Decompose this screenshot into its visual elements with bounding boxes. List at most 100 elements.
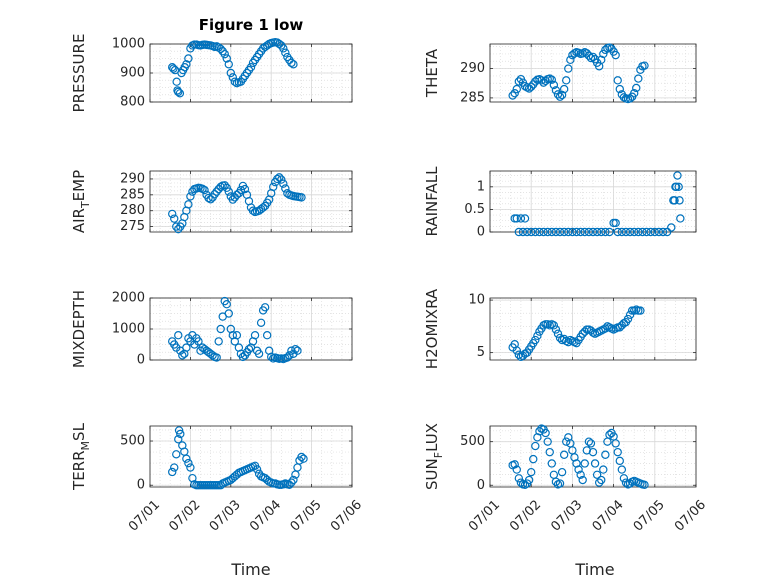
data-point bbox=[512, 214, 521, 223]
data-point bbox=[281, 184, 290, 193]
subplot-6: 5 10 H2OMIXRA bbox=[423, 288, 697, 369]
axes-box bbox=[489, 425, 697, 488]
y-tick-label: 0 bbox=[137, 353, 145, 368]
data-point bbox=[168, 62, 177, 72]
data-point bbox=[658, 227, 668, 237]
y-tick-label: 275 bbox=[120, 219, 145, 234]
data-point bbox=[520, 480, 530, 490]
data-point bbox=[285, 351, 294, 360]
data-point bbox=[555, 479, 565, 488]
data-point bbox=[676, 214, 685, 223]
y-tick-label: 290 bbox=[460, 61, 485, 76]
y-axis-label: H2OMIXRA bbox=[423, 288, 441, 369]
data-point bbox=[650, 227, 660, 237]
data-point bbox=[632, 83, 641, 93]
axes-box bbox=[489, 297, 697, 361]
data-point bbox=[287, 478, 296, 487]
y-axis-label: PRESSURE bbox=[70, 34, 88, 113]
data-point bbox=[277, 175, 286, 184]
y-tick-label: 285 bbox=[120, 187, 145, 202]
data-point bbox=[634, 227, 643, 237]
data-point bbox=[537, 76, 546, 85]
data-point bbox=[512, 84, 521, 94]
data-point bbox=[510, 89, 519, 98]
y-tick-label: 0 bbox=[477, 478, 485, 493]
data-point bbox=[226, 68, 235, 78]
data-point bbox=[200, 185, 209, 195]
data-point bbox=[555, 92, 565, 101]
data-point bbox=[605, 227, 614, 237]
data-point bbox=[214, 337, 223, 346]
data-point bbox=[512, 346, 521, 355]
data-point bbox=[516, 478, 526, 487]
data-point bbox=[220, 49, 229, 59]
data-point bbox=[222, 300, 231, 309]
data-point bbox=[576, 470, 585, 479]
data-point bbox=[634, 74, 643, 83]
data-point bbox=[297, 452, 306, 462]
data-point bbox=[182, 454, 191, 463]
y-tick-label: 0 bbox=[477, 225, 485, 240]
data-point bbox=[508, 91, 517, 100]
data-point bbox=[613, 447, 622, 457]
y-tick-label: 290 bbox=[120, 171, 145, 186]
subplot-1: 800 900 1000 PRESSURE bbox=[70, 34, 353, 113]
axes-box bbox=[149, 170, 353, 233]
data-point bbox=[662, 227, 672, 237]
data-point bbox=[588, 227, 598, 237]
data-point bbox=[630, 89, 639, 98]
data-point bbox=[541, 428, 550, 438]
data-point bbox=[551, 227, 561, 237]
y-axis-label: THETA bbox=[423, 48, 441, 98]
data-point bbox=[169, 64, 178, 73]
y-tick-label: 1000 bbox=[112, 37, 145, 52]
data-point bbox=[514, 474, 524, 483]
data-point bbox=[273, 174, 282, 184]
data-point bbox=[281, 48, 290, 57]
data-point bbox=[172, 450, 181, 459]
data-point bbox=[176, 429, 185, 439]
data-point bbox=[228, 195, 238, 204]
data-point bbox=[291, 344, 300, 354]
data-point bbox=[533, 331, 542, 341]
data-point bbox=[529, 454, 538, 464]
data-point bbox=[549, 321, 559, 330]
data-point bbox=[646, 227, 655, 237]
data-point bbox=[580, 459, 589, 468]
data-point bbox=[222, 54, 231, 63]
data-point bbox=[535, 427, 544, 436]
data-point bbox=[640, 61, 649, 70]
data-point bbox=[531, 77, 540, 86]
data-point bbox=[625, 227, 635, 237]
data-point bbox=[258, 203, 268, 212]
data-point bbox=[240, 184, 250, 194]
data-point bbox=[174, 224, 183, 234]
data-point bbox=[535, 227, 544, 237]
data-point bbox=[216, 44, 225, 54]
data-point bbox=[285, 480, 294, 489]
data-point bbox=[584, 51, 594, 60]
data-point bbox=[275, 173, 284, 182]
x-axis-label-left: Time bbox=[230, 560, 270, 579]
data-point bbox=[594, 478, 604, 487]
data-point bbox=[232, 331, 242, 340]
data-point bbox=[174, 331, 183, 340]
data-point bbox=[605, 430, 614, 439]
data-point bbox=[555, 227, 565, 237]
data-point bbox=[168, 467, 177, 477]
data-point bbox=[674, 182, 683, 192]
data-point bbox=[256, 318, 266, 327]
data-point bbox=[617, 227, 627, 237]
data-point bbox=[170, 214, 179, 223]
data-point bbox=[667, 223, 676, 232]
data-point bbox=[289, 475, 298, 485]
subplot-4: 0 0.5 1 RAINFALL bbox=[423, 166, 697, 240]
y-tick-label: 280 bbox=[120, 203, 145, 218]
data-point bbox=[559, 84, 569, 94]
y-axis-label: TERRMSL bbox=[70, 422, 92, 491]
data-point bbox=[559, 227, 569, 237]
data-point bbox=[194, 337, 203, 346]
data-point bbox=[568, 227, 577, 237]
data-point bbox=[630, 227, 639, 237]
data-point bbox=[617, 465, 627, 474]
